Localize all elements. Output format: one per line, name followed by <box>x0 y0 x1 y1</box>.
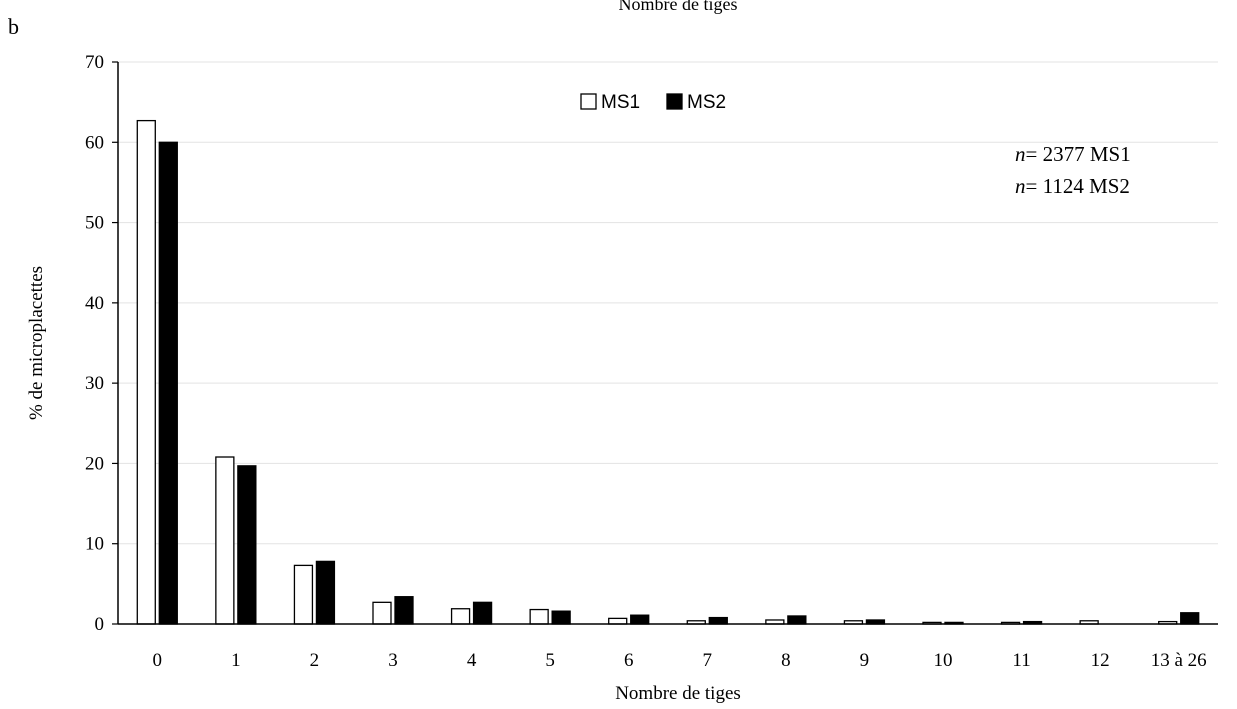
y-tick-label: 70 <box>85 52 104 73</box>
legend-label-ms2: MS2 <box>687 92 726 113</box>
bar-ms2 <box>472 601 493 625</box>
x-tick-label: 8 <box>781 650 791 671</box>
x-tick-labels: 0 1 2 3 4 5 6 7 8 9 10 11 12 13 à 26 <box>153 650 1207 671</box>
bar-ms1 <box>293 564 314 625</box>
legend-swatch-ms2 <box>666 93 683 110</box>
bar-ms2 <box>787 615 807 625</box>
annotation-n-ms1: = 2377 MS1 <box>1026 142 1131 166</box>
x-tick-label: 5 <box>545 650 555 671</box>
x-tick-label: 0 <box>153 650 163 671</box>
gridlines <box>118 61 1218 545</box>
bars <box>136 119 1200 625</box>
x-tick-label: 13 à 26 <box>1151 650 1207 671</box>
x-tick-label: 10 <box>934 650 953 671</box>
annotation-n-ms2-prefix: n <box>1015 174 1026 198</box>
x-tick-label: 12 <box>1091 650 1110 671</box>
legend: MS1 MS2 <box>580 92 726 113</box>
y-tick-label: 10 <box>85 534 104 555</box>
bar-ms1 <box>372 601 392 625</box>
x-axis-label: Nombre de tiges <box>615 683 741 704</box>
x-tick-label: 7 <box>703 650 713 671</box>
x-tick-label: 11 <box>1012 650 1030 671</box>
panel-label: b <box>8 14 19 39</box>
y-tick-label: 20 <box>85 453 104 474</box>
bar-ms2 <box>551 610 571 625</box>
annotation-n-ms1-prefix: n <box>1015 142 1026 166</box>
chart-title: Nombre de tiges <box>619 0 738 14</box>
x-tick-label: 4 <box>467 650 477 671</box>
x-tick-label: 6 <box>624 650 634 671</box>
bar-ms1 <box>215 456 235 625</box>
x-tick-label: 2 <box>310 650 320 671</box>
y-tick-label: 30 <box>85 373 104 394</box>
x-tick-label: 1 <box>231 650 241 671</box>
legend-swatch-ms1 <box>580 93 597 110</box>
y-axis-label: % de microplacettes <box>26 266 47 420</box>
bar-ms2 <box>630 614 650 625</box>
bar-ms1 <box>529 608 549 625</box>
bar-ms1 <box>450 608 471 625</box>
bar-ms2 <box>708 616 728 625</box>
svg-text:n= 1124 MS2: n= 1124 MS2 <box>1015 174 1130 198</box>
y-tick-label: 40 <box>85 293 104 314</box>
bar-ms2 <box>158 141 178 625</box>
bar-ms2 <box>315 560 336 625</box>
bar-ms1 <box>136 119 156 625</box>
annotation-n-ms2: = 1124 MS2 <box>1026 174 1130 198</box>
bar-ms2 <box>237 465 257 625</box>
svg-text:n= 2377 MS1: n= 2377 MS1 <box>1015 142 1131 166</box>
y-tick-labels: 0 10 20 30 40 50 60 70 <box>85 52 118 635</box>
y-tick-label: 0 <box>95 614 105 635</box>
bar-ms2 <box>1180 612 1200 625</box>
x-tick-label: 9 <box>860 650 870 671</box>
legend-label-ms1: MS1 <box>601 92 640 113</box>
sample-size-annotation: n= 2377 MS1 n= 1124 MS2 <box>1015 142 1131 198</box>
y-tick-label: 50 <box>85 213 104 234</box>
bar-ms1 <box>608 617 628 625</box>
bar-ms2 <box>394 596 414 625</box>
x-tick-label: 3 <box>388 650 398 671</box>
y-tick-label: 60 <box>85 132 104 153</box>
